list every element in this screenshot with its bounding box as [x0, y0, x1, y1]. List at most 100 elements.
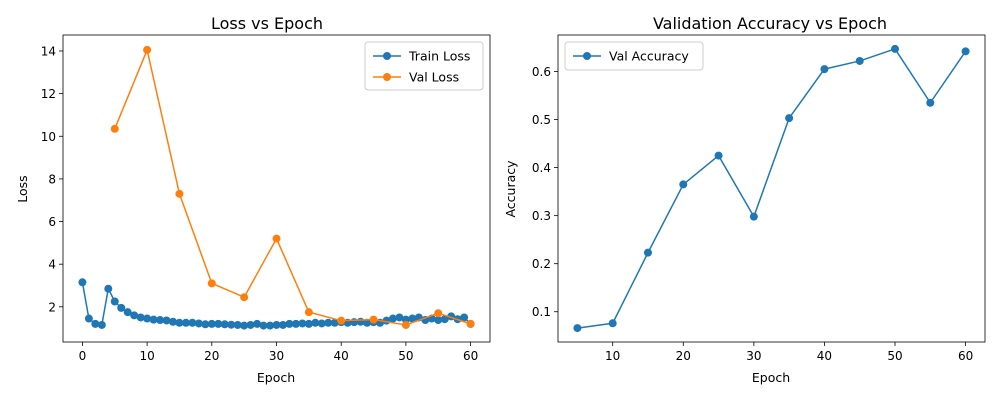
x-tick-label: 40 — [817, 349, 832, 363]
data-point-train-loss — [117, 303, 126, 312]
data-point-val-loss — [466, 319, 475, 328]
y-tick-label: 0.6 — [532, 65, 551, 79]
y-tick-label: 0.5 — [532, 113, 551, 127]
data-point-train-loss — [266, 321, 275, 330]
x-tick-label: 40 — [334, 349, 349, 363]
x-tick-label: 50 — [398, 349, 413, 363]
data-point-train-loss — [291, 319, 300, 328]
data-point-val-loss — [337, 316, 346, 325]
y-tick-label: 14 — [41, 44, 56, 58]
y-tick-label: 4 — [48, 258, 56, 272]
data-point-val-loss — [143, 45, 152, 54]
loss-y-axis-label: Loss — [15, 175, 30, 202]
data-point-val-loss — [401, 320, 410, 329]
y-tick-label: 0.1 — [532, 305, 551, 319]
accuracy-y-ticks: 0.1 0.2 0.3 0.4 0.5 0.6 — [532, 65, 558, 319]
data-point-train-loss — [259, 321, 268, 330]
data-point-val-accuracy — [573, 324, 582, 333]
data-point-val-accuracy — [820, 65, 829, 74]
x-tick-label: 0 — [79, 349, 87, 363]
data-point-train-loss — [388, 314, 397, 323]
y-tick-label: 2 — [48, 300, 56, 314]
legend-label-train-loss: Train Loss — [408, 49, 470, 64]
x-tick-label: 20 — [204, 349, 219, 363]
data-point-val-accuracy — [891, 44, 900, 53]
data-point-train-loss — [207, 319, 216, 328]
data-point-train-loss — [168, 317, 177, 326]
accuracy-chart: Validation Accuracy vs Epoch 10 20 30 40 50 6… — [503, 14, 986, 385]
x-tick-label: 30 — [746, 349, 761, 363]
data-point-val-loss — [240, 293, 249, 302]
data-point-train-loss — [97, 320, 106, 329]
data-point-val-accuracy — [643, 248, 652, 257]
data-point-train-loss — [460, 313, 469, 322]
data-point-train-loss — [91, 319, 100, 328]
data-point-val-accuracy — [926, 98, 935, 107]
data-point-train-loss — [408, 314, 417, 323]
loss-legend-frame — [364, 41, 484, 91]
data-point-train-loss — [110, 297, 119, 306]
data-point-train-loss — [298, 319, 307, 328]
data-point-train-loss — [78, 278, 87, 287]
accuracy-legend: Val Accuracy — [564, 41, 704, 71]
data-point-val-loss — [304, 308, 313, 317]
data-point-train-loss — [311, 318, 320, 327]
data-point-val-accuracy — [961, 47, 970, 56]
data-point-train-loss — [246, 320, 255, 329]
data-point-val-loss — [207, 279, 216, 288]
data-point-val-loss — [110, 124, 119, 133]
loss-chart: Loss vs Epoch 0 10 20 30 40 50 60 2 4 6 8 10 12 14 E… — [15, 14, 491, 385]
data-point-train-loss — [278, 320, 287, 329]
data-point-train-loss — [227, 320, 236, 329]
legend-marker-train-loss — [383, 52, 391, 60]
data-point-train-loss — [181, 318, 190, 327]
y-tick-label: 10 — [41, 130, 56, 144]
loss-x-axis-label: Epoch — [257, 370, 295, 385]
x-tick-label: 50 — [887, 349, 902, 363]
data-point-train-loss — [240, 321, 249, 330]
legend-entry-val-loss: Val Loss — [373, 70, 459, 85]
data-point-train-loss — [285, 319, 294, 328]
accuracy-legend-frame — [564, 41, 704, 71]
accuracy-x-axis-label: Epoch — [752, 370, 790, 385]
y-tick-label: 8 — [48, 172, 56, 186]
x-tick-label: 30 — [269, 349, 284, 363]
legend-label-val-loss: Val Loss — [409, 70, 459, 85]
x-tick-label: 60 — [463, 349, 478, 363]
data-point-train-loss — [201, 320, 210, 329]
data-point-val-loss — [369, 315, 378, 324]
data-point-val-accuracy — [855, 56, 864, 65]
y-tick-label: 0.4 — [532, 161, 551, 175]
data-point-val-loss — [272, 234, 281, 243]
data-point-train-loss — [156, 316, 165, 325]
x-tick-label: 10 — [139, 349, 154, 363]
data-point-train-loss — [149, 315, 158, 324]
legend-entry-train-loss: Train Loss — [373, 49, 470, 64]
data-point-train-loss — [162, 316, 171, 325]
data-point-val-loss — [434, 309, 443, 318]
data-point-train-loss — [440, 315, 449, 324]
data-point-train-loss — [130, 311, 139, 320]
legend-entry-val-accuracy: Val Accuracy — [573, 49, 689, 64]
data-point-val-accuracy — [679, 180, 688, 189]
data-point-val-accuracy — [608, 319, 617, 328]
data-point-train-loss — [84, 314, 93, 323]
loss-x-ticks: 0 10 20 30 40 50 60 — [79, 342, 478, 363]
loss-legend: Train Loss Val Loss — [364, 41, 484, 91]
data-point-train-loss — [188, 318, 197, 327]
series-line-val-accuracy — [577, 48, 967, 329]
y-tick-label: 12 — [41, 87, 56, 101]
data-point-train-loss — [272, 320, 281, 329]
legend-label-val-accuracy: Val Accuracy — [609, 49, 689, 64]
data-point-train-loss — [253, 319, 262, 328]
data-point-train-loss — [136, 313, 145, 322]
data-point-train-loss — [123, 308, 132, 317]
data-point-train-loss — [143, 314, 152, 323]
data-point-train-loss — [434, 316, 443, 325]
data-point-val-loss — [175, 189, 184, 198]
data-point-train-loss — [233, 320, 242, 329]
accuracy-y-axis-label: Accuracy — [503, 160, 518, 218]
data-point-train-loss — [104, 284, 113, 293]
series-line-val-loss — [114, 49, 471, 326]
